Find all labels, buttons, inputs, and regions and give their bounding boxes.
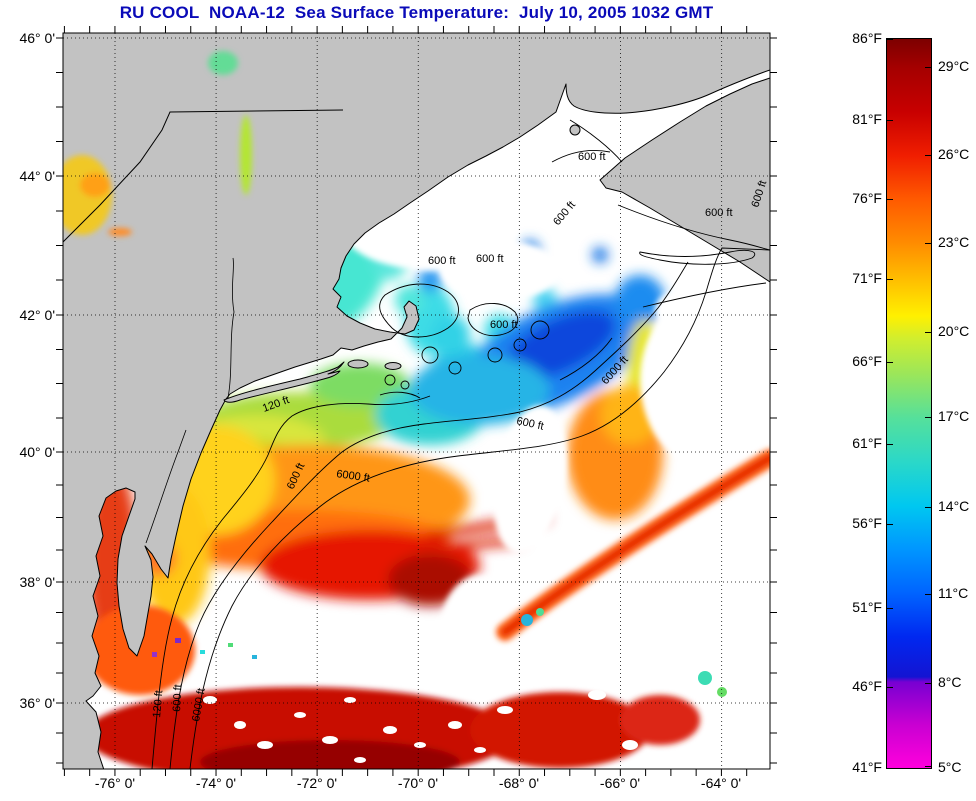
x-tick-label: -72° 0' xyxy=(296,775,338,791)
hudson-river xyxy=(227,257,235,399)
lake-layer xyxy=(63,51,252,236)
contour-label: 600 ft xyxy=(490,319,518,331)
colorbar-label-f: 71°F xyxy=(852,270,882,286)
border-river-layer xyxy=(63,109,344,544)
nantucket xyxy=(384,362,402,370)
contour-label: 600 ft xyxy=(515,415,544,432)
colorbar-label-f: 81°F xyxy=(852,111,882,127)
colorbar-label-c: 17°C xyxy=(938,408,970,424)
contour-label: 600 ft xyxy=(578,151,606,163)
colorbar-label-f: 56°F xyxy=(852,515,882,531)
long-island xyxy=(223,361,345,403)
x-tick-label: -66° 0' xyxy=(599,775,641,791)
axis-ticks xyxy=(56,26,777,776)
nova-scotia xyxy=(599,77,770,283)
x-tick-label: -74° 0' xyxy=(195,775,237,791)
contour-label: 120 ft xyxy=(151,690,165,718)
colorbar-label-c: 5°C xyxy=(938,759,962,775)
y-tick-label: 46° 0' xyxy=(19,30,55,46)
marthas-vineyard xyxy=(347,359,369,369)
contour-label: 6000 ft xyxy=(190,687,208,722)
speckle-layer xyxy=(152,608,727,763)
colorbar-label-f: 61°F xyxy=(852,435,882,451)
land-layer xyxy=(63,33,770,769)
plot-border xyxy=(62,32,771,770)
colorbar-label-c: 14°C xyxy=(938,498,970,514)
y-tick-label: 44° 0' xyxy=(19,168,55,184)
y-tick-label: 38° 0' xyxy=(19,574,55,590)
colorbar-label-f: 86°F xyxy=(852,30,882,46)
grid-lines xyxy=(63,33,770,769)
colorbar-label-f: 41°F xyxy=(852,759,882,775)
colorbar xyxy=(886,38,932,769)
y-tick-label: 42° 0' xyxy=(19,307,55,323)
y-tick-label: 40° 0' xyxy=(19,444,55,460)
us-canada-border xyxy=(63,109,344,243)
contour-layer xyxy=(151,119,770,769)
colorbar-label-c: 11°C xyxy=(938,585,969,601)
contour-label: 6000 ft xyxy=(336,468,371,485)
contour-label: 600 ft xyxy=(428,255,456,267)
grand-manan xyxy=(569,124,581,136)
x-tick-label: -68° 0' xyxy=(498,775,540,791)
y-tick-label: 36° 0' xyxy=(19,695,55,711)
colorbar-label-c: 29°C xyxy=(938,58,970,74)
x-tick-label: -70° 0' xyxy=(397,775,439,791)
colorbar-label-f: 46°F xyxy=(852,678,882,694)
colorbar-label-c: 20°C xyxy=(938,323,970,339)
colorbar-label-c: 26°C xyxy=(938,146,970,162)
mainland-coast xyxy=(63,33,770,769)
delaware-river xyxy=(145,429,187,544)
page-title: RU COOL NOAA-12 Sea Surface Temperature:… xyxy=(119,3,714,22)
colorbar-label-f: 76°F xyxy=(852,190,882,206)
contour-label: 600 ft xyxy=(705,207,733,219)
colorbar-label-f: 51°F xyxy=(852,599,882,615)
colorbar-label-c: 23°C xyxy=(938,234,970,250)
colorbar-label-c: 8°C xyxy=(938,674,962,690)
colorbar-label-f: 66°F xyxy=(852,353,882,369)
contour-label: 600 ft xyxy=(171,684,184,712)
contour-label: 600 ft xyxy=(476,253,504,265)
x-tick-label: -64° 0' xyxy=(700,775,742,791)
x-tick-label: -76° 0' xyxy=(94,775,136,791)
